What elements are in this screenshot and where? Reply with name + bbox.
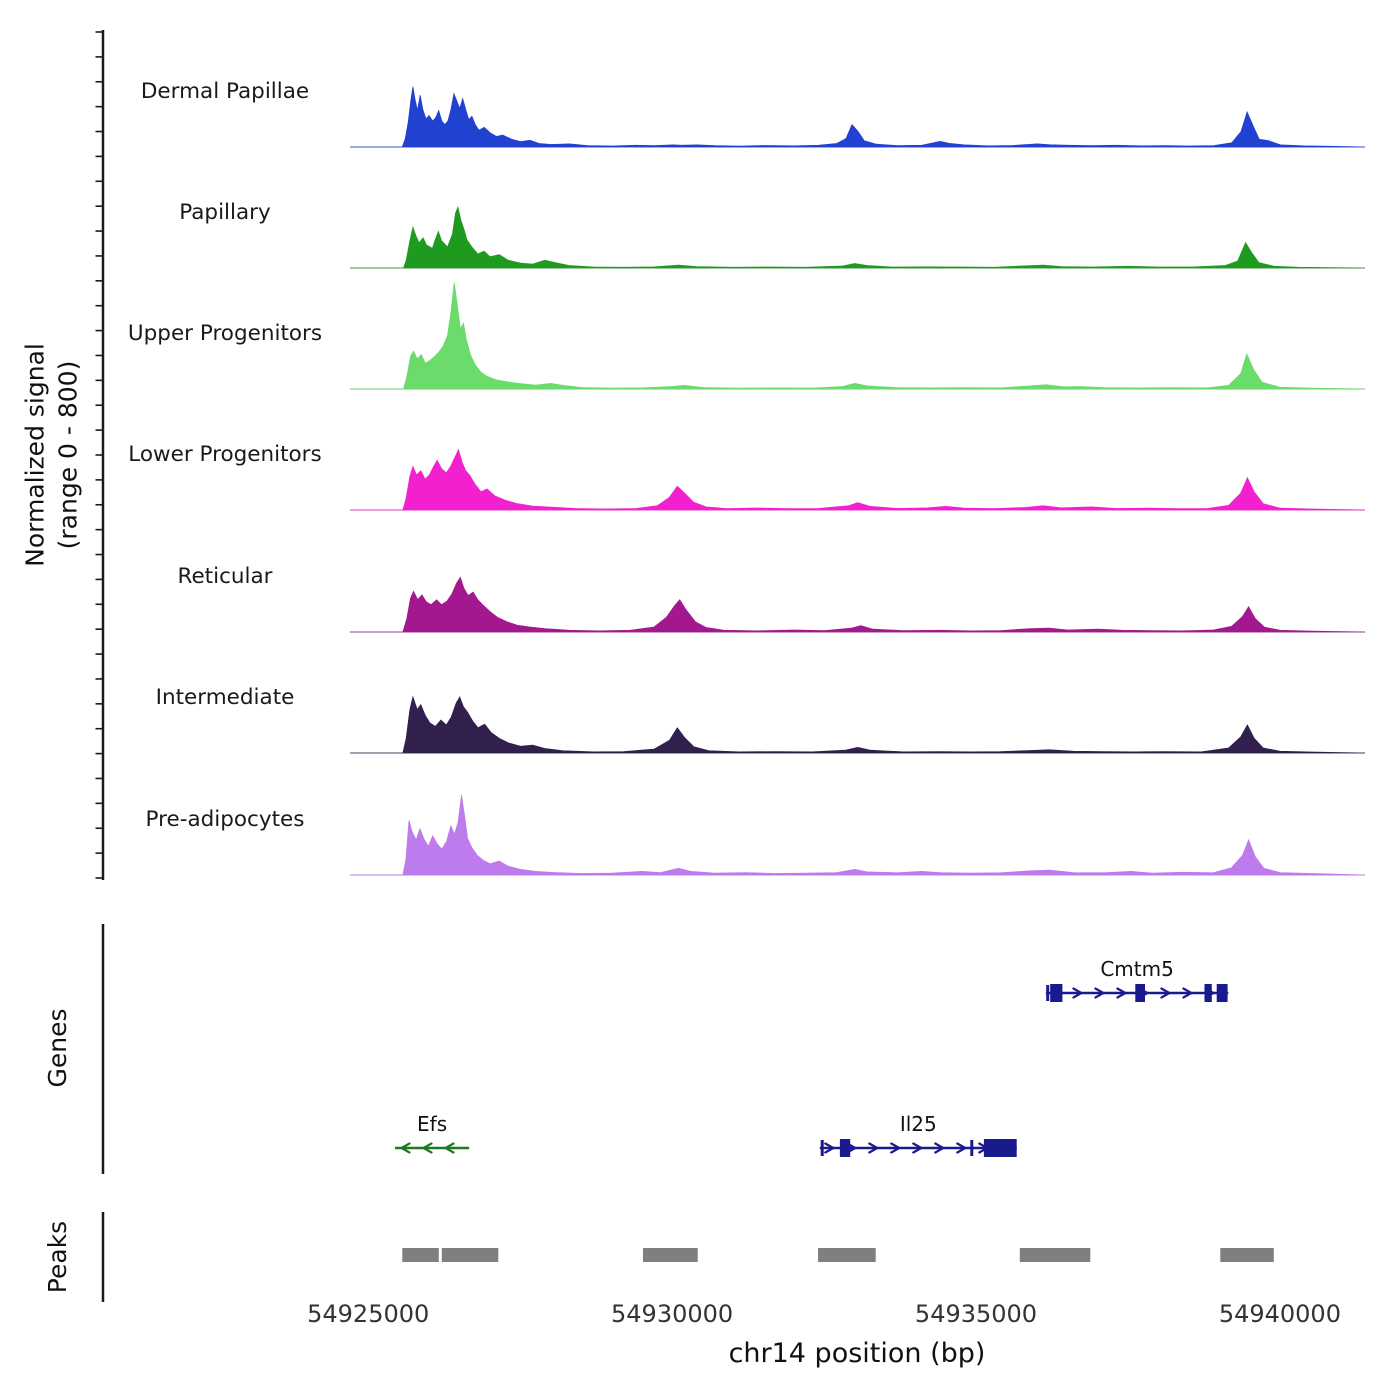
gene-exon	[983, 1139, 1017, 1157]
peak-bar	[1019, 1248, 1091, 1262]
peaks-group	[402, 1248, 1274, 1262]
axes-group	[95, 30, 105, 1302]
gene-exon	[1135, 984, 1145, 1002]
x-tick-label-54935000: 54935000	[915, 1300, 1037, 1328]
x-tick-label-54940000: 54940000	[1219, 1300, 1341, 1328]
gene-strand-chevron	[1072, 987, 1084, 999]
gene-strand-chevron	[1094, 987, 1106, 999]
gene-strand-chevron	[399, 1142, 411, 1154]
gene-boundary-mark	[970, 1140, 974, 1156]
track-label-papillary: Papillary	[179, 200, 271, 225]
peak-bar	[643, 1248, 698, 1262]
gene-strand-chevron	[912, 1142, 924, 1154]
track-label-lower-progenitors: Lower Progenitors	[128, 442, 322, 467]
peak-bar	[818, 1248, 876, 1262]
x-axis-ticks-group: 54925000 54930000 54935000 54940000	[307, 1300, 1341, 1328]
x-tick-label-54930000: 54930000	[611, 1300, 733, 1328]
peak-bar	[1220, 1248, 1274, 1262]
signal-area-reticular	[350, 576, 1366, 633]
track-label-reticular: Reticular	[177, 564, 273, 589]
track-label-upper-progenitors: Upper Progenitors	[127, 321, 323, 346]
signal-area-dermal-papillae	[350, 86, 1366, 148]
signal-area-upper-progenitors	[350, 282, 1366, 390]
gene-label-il25: Il25	[900, 1112, 937, 1136]
gene-exon	[1204, 984, 1212, 1002]
signal-area-papillary	[350, 205, 1366, 269]
signal-tracks-group	[350, 86, 1366, 876]
peak-bar	[402, 1248, 439, 1262]
y-axis-label-line2: (range 0 - 800)	[53, 360, 82, 550]
peaks-section-label: Peaks	[42, 1220, 72, 1294]
track-label-dermal-papillae: Dermal Papillae	[140, 79, 310, 104]
signal-area-pre-adipocytes	[350, 795, 1366, 876]
peak-bar	[441, 1248, 499, 1262]
track-label-pre-adipocytes: Pre-adipocytes	[145, 807, 305, 832]
genes-section-label: Genes	[42, 1008, 72, 1088]
gene-exon	[1216, 984, 1228, 1002]
gene-cmtm5: Cmtm5	[1045, 957, 1229, 1002]
signal-area-intermediate	[350, 695, 1366, 754]
genes-group: Cmtm5 Il25 Efs	[394, 957, 1229, 1157]
gene-strand-chevron	[443, 1142, 455, 1154]
y-axis-label: Normalized signal (range 0 - 800)	[20, 343, 85, 567]
signal-area-lower-progenitors	[350, 448, 1366, 511]
x-axis-label: chr14 position (bp)	[728, 1338, 986, 1369]
gene-boundary-mark	[820, 1140, 824, 1156]
gene-boundary-mark	[1046, 985, 1050, 1001]
gene-exon	[1050, 984, 1063, 1002]
x-tick-label-54925000: 54925000	[307, 1300, 429, 1328]
gene-strand-chevron	[890, 1142, 902, 1154]
gene-strand-chevron	[1160, 987, 1172, 999]
gene-strand-chevron	[934, 1142, 946, 1154]
gene-il25: Il25	[819, 1112, 1017, 1157]
gene-efs: Efs	[394, 1112, 470, 1154]
gene-strand-chevron	[421, 1142, 433, 1154]
track-label-intermediate: Intermediate	[155, 685, 295, 710]
gene-label-efs: Efs	[417, 1112, 447, 1136]
gene-strand-chevron	[1116, 987, 1128, 999]
gene-label-cmtm5: Cmtm5	[1100, 957, 1174, 981]
gene-strand-chevron	[1182, 987, 1194, 999]
gene-strand-chevron	[868, 1142, 880, 1154]
y-axis-label-line1: Normalized signal	[20, 343, 50, 567]
gene-exon	[839, 1139, 851, 1157]
gene-strand-chevron	[956, 1142, 968, 1154]
gene-strand-chevron	[824, 1142, 836, 1154]
